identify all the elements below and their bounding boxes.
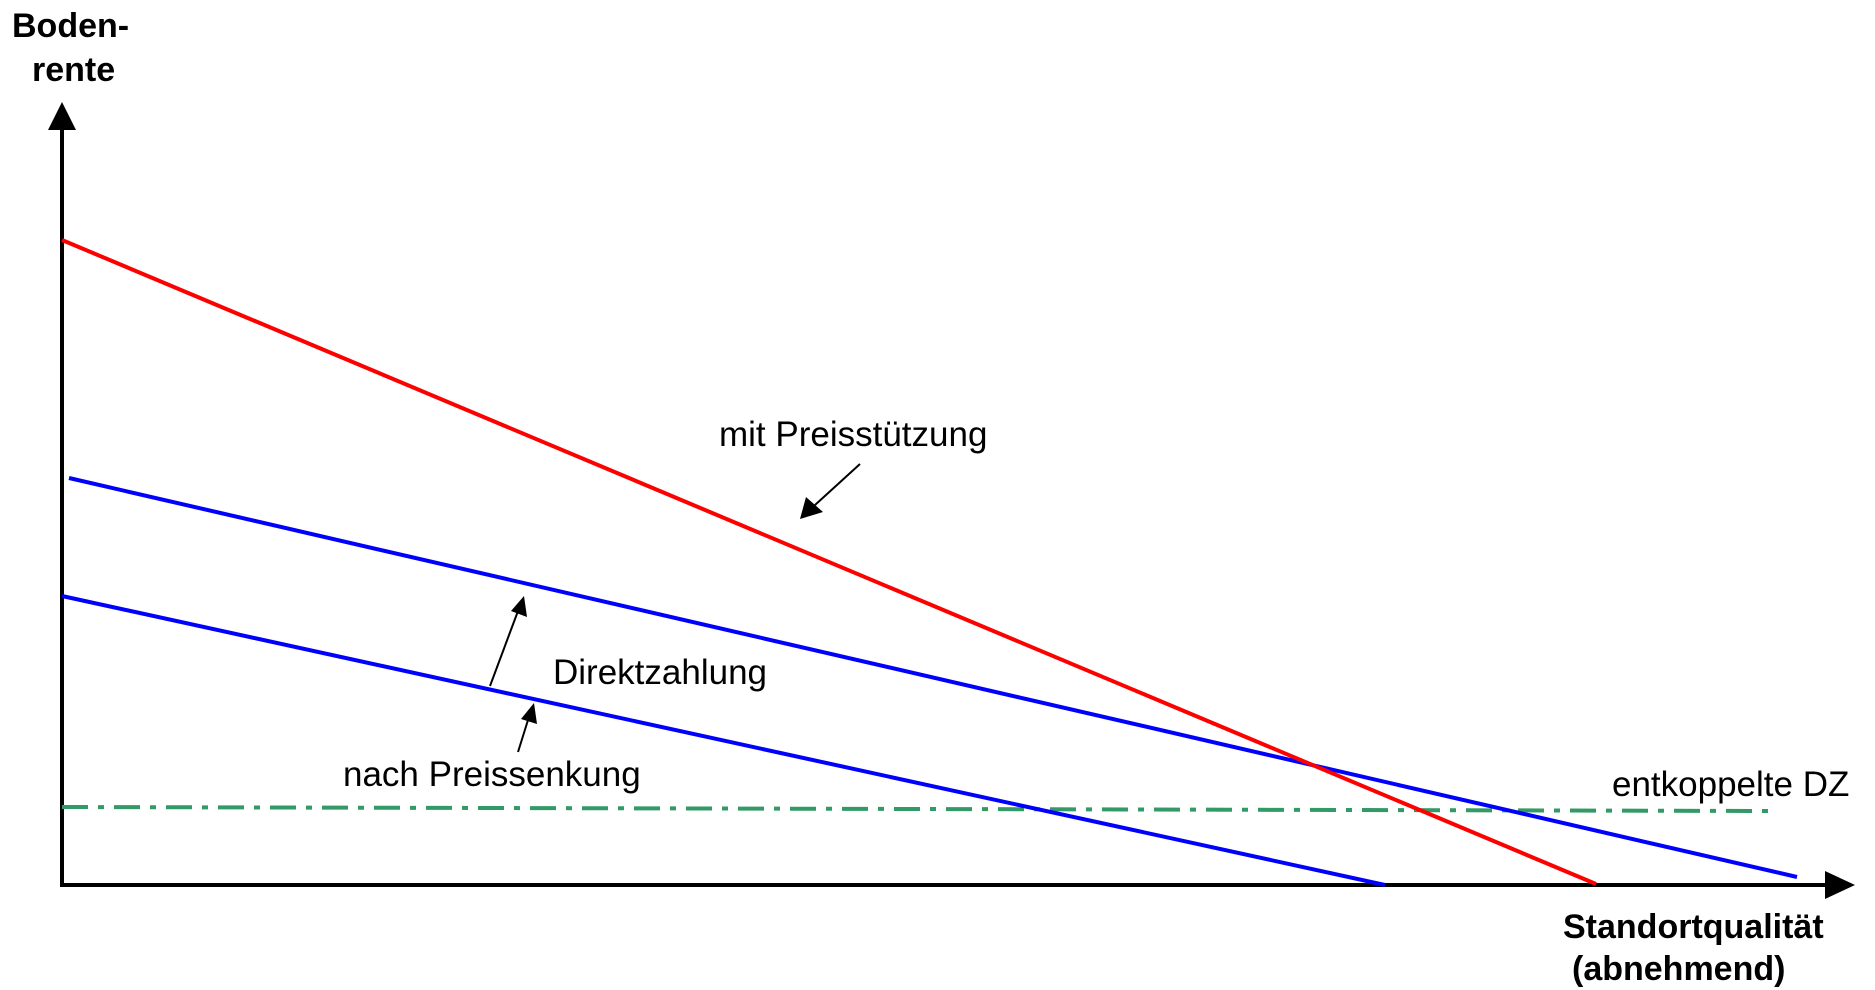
y-axis-arrowhead <box>48 102 76 130</box>
direct-payment-pointer <box>489 610 519 687</box>
price-support-pointer <box>814 463 861 506</box>
decoupled-dp-line <box>61 805 1776 813</box>
direct-payment-label: Direktzahlung <box>553 653 767 692</box>
after-price-cut-pointer <box>517 719 529 753</box>
price-support-line <box>61 238 1597 886</box>
y-axis-title-line2: rente <box>32 51 115 89</box>
x-axis-title-line1: Standortqualität <box>1563 908 1824 946</box>
after-price-cut-line <box>61 594 1386 887</box>
x-axis-arrowhead <box>1825 871 1855 899</box>
direct-payment-line <box>68 476 1798 879</box>
after-price-cut-label: nach Preissenkung <box>343 755 641 794</box>
price-support-pointer-arrowhead <box>800 497 823 519</box>
direct-payment-pointer-arrowhead <box>511 596 527 617</box>
x-axis-title-line2: (abnehmend) <box>1572 950 1785 988</box>
after-price-cut-pointer-arrowhead <box>521 703 537 724</box>
y-axis-title-line1: Boden- <box>12 7 129 45</box>
decoupled-dp-label: entkoppelte DZ <box>1612 765 1849 804</box>
price-support-label: mit Preisstützung <box>719 415 987 454</box>
